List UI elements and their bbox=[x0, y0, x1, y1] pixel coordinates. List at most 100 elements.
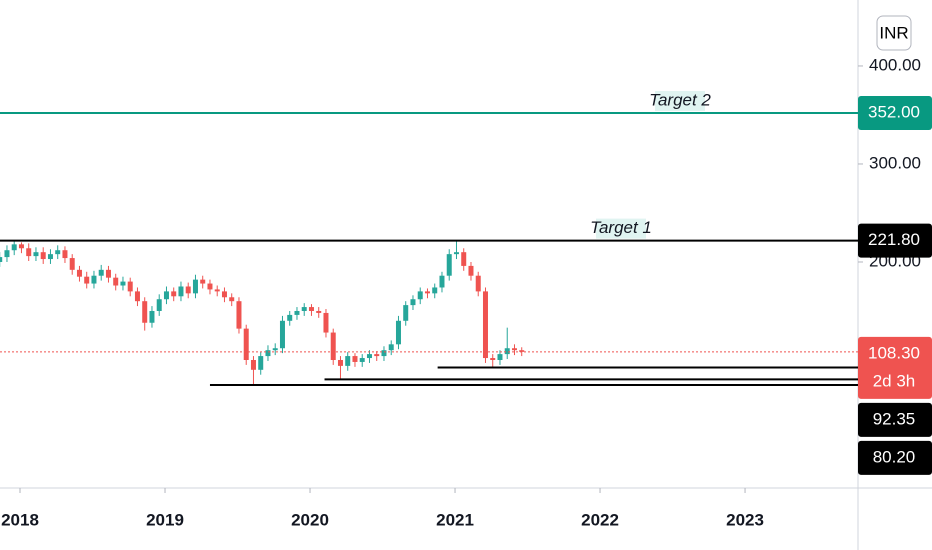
candle-body bbox=[446, 254, 452, 276]
candle-body bbox=[243, 328, 249, 360]
y-tick-label: 300.00 bbox=[869, 153, 921, 172]
candle-body bbox=[432, 287, 438, 294]
candle-body bbox=[76, 269, 82, 277]
candle-body bbox=[294, 310, 300, 315]
candle-body bbox=[33, 252, 39, 257]
candle-body bbox=[192, 279, 198, 294]
candle-body bbox=[236, 301, 242, 329]
candle-body bbox=[519, 350, 525, 352]
candle-body bbox=[214, 289, 220, 292]
candle-body bbox=[0, 257, 3, 262]
candle-body bbox=[18, 244, 24, 249]
candle-body bbox=[417, 291, 423, 300]
candle-body bbox=[511, 348, 517, 351]
price-label-box bbox=[858, 223, 932, 258]
candle-body bbox=[287, 314, 293, 321]
candle-body bbox=[272, 348, 278, 351]
candle-body bbox=[308, 307, 314, 311]
candle-body bbox=[374, 354, 380, 357]
candle-body bbox=[258, 356, 264, 370]
candle-body bbox=[26, 248, 32, 257]
candle-body bbox=[142, 301, 148, 323]
x-tick-label: 2020 bbox=[291, 510, 329, 529]
candle-body bbox=[301, 307, 307, 311]
level-name: Target 2 bbox=[649, 90, 711, 109]
currency-button[interactable]: INR bbox=[876, 15, 912, 51]
candle-body bbox=[504, 348, 510, 355]
price-label: 80.20 bbox=[873, 447, 916, 466]
candle-body bbox=[497, 354, 503, 360]
candle-body bbox=[439, 275, 445, 288]
candle-body bbox=[395, 320, 401, 345]
candle-body bbox=[403, 305, 409, 321]
candle-body bbox=[250, 359, 256, 370]
level-name-bg bbox=[655, 91, 705, 112]
candle-body bbox=[4, 250, 10, 258]
candle-body bbox=[475, 275, 481, 292]
candle-body bbox=[200, 279, 206, 284]
candle-body bbox=[11, 244, 17, 251]
currency-box[interactable] bbox=[876, 15, 912, 51]
currency-label[interactable]: INR bbox=[879, 23, 908, 42]
candle-body bbox=[149, 310, 155, 323]
candle-body bbox=[229, 297, 235, 302]
x-tick-label: 2021 bbox=[436, 510, 474, 529]
candle-body bbox=[69, 258, 75, 270]
candle-body bbox=[207, 283, 213, 290]
candle-body bbox=[127, 281, 133, 292]
candle-body bbox=[424, 291, 430, 294]
level-name-bg bbox=[596, 218, 646, 239]
candle-body bbox=[221, 291, 227, 298]
candle-body bbox=[265, 350, 271, 357]
countdown-label: 2d 3h bbox=[873, 371, 916, 390]
price-label-box bbox=[858, 402, 932, 437]
candle-body bbox=[316, 310, 322, 313]
y-tick-label: 400.00 bbox=[869, 55, 921, 74]
candle-body bbox=[113, 277, 119, 286]
candle-body bbox=[330, 332, 336, 360]
candle-body bbox=[120, 281, 126, 286]
candle-body bbox=[323, 312, 329, 333]
candle-body bbox=[279, 320, 285, 349]
candle-body bbox=[490, 358, 496, 360]
candle-body bbox=[163, 291, 169, 300]
candle-body bbox=[178, 286, 184, 297]
candle-body bbox=[171, 291, 177, 297]
candle-body bbox=[185, 286, 191, 294]
x-tick-label: 2023 bbox=[726, 510, 764, 529]
candle-body bbox=[91, 275, 97, 284]
candle-body bbox=[337, 359, 343, 366]
candle-body bbox=[105, 269, 111, 278]
price-label-box bbox=[858, 440, 932, 475]
candle-body bbox=[359, 358, 365, 362]
candle-body bbox=[55, 250, 61, 255]
price-label: 221.80 bbox=[868, 230, 920, 249]
level-name: Target 1 bbox=[590, 218, 652, 237]
candle-body bbox=[62, 250, 68, 259]
candle-body bbox=[84, 276, 90, 284]
price-label-box bbox=[858, 336, 932, 399]
candle-body bbox=[352, 356, 358, 362]
plot-area bbox=[0, 240, 525, 385]
price-label: 352.00 bbox=[868, 102, 920, 121]
candle-body bbox=[134, 291, 140, 302]
x-tick-label: 2018 bbox=[1, 510, 39, 529]
candle-body bbox=[453, 252, 459, 255]
candle-body bbox=[366, 354, 372, 359]
price-label: 108.30 bbox=[868, 343, 920, 362]
candle-body bbox=[482, 291, 488, 359]
candle-body bbox=[388, 344, 394, 351]
x-tick-label: 2019 bbox=[146, 510, 184, 529]
candle-body bbox=[98, 269, 104, 276]
x-tick-label: 2022 bbox=[581, 510, 619, 529]
candle-body bbox=[410, 299, 416, 306]
candle-body bbox=[345, 356, 351, 366]
candle-body bbox=[461, 252, 467, 266]
candle-body bbox=[468, 265, 474, 276]
candle-body bbox=[47, 254, 53, 260]
candle-body bbox=[156, 299, 162, 311]
price-label: 92.35 bbox=[873, 409, 916, 428]
candle-body bbox=[40, 252, 46, 260]
